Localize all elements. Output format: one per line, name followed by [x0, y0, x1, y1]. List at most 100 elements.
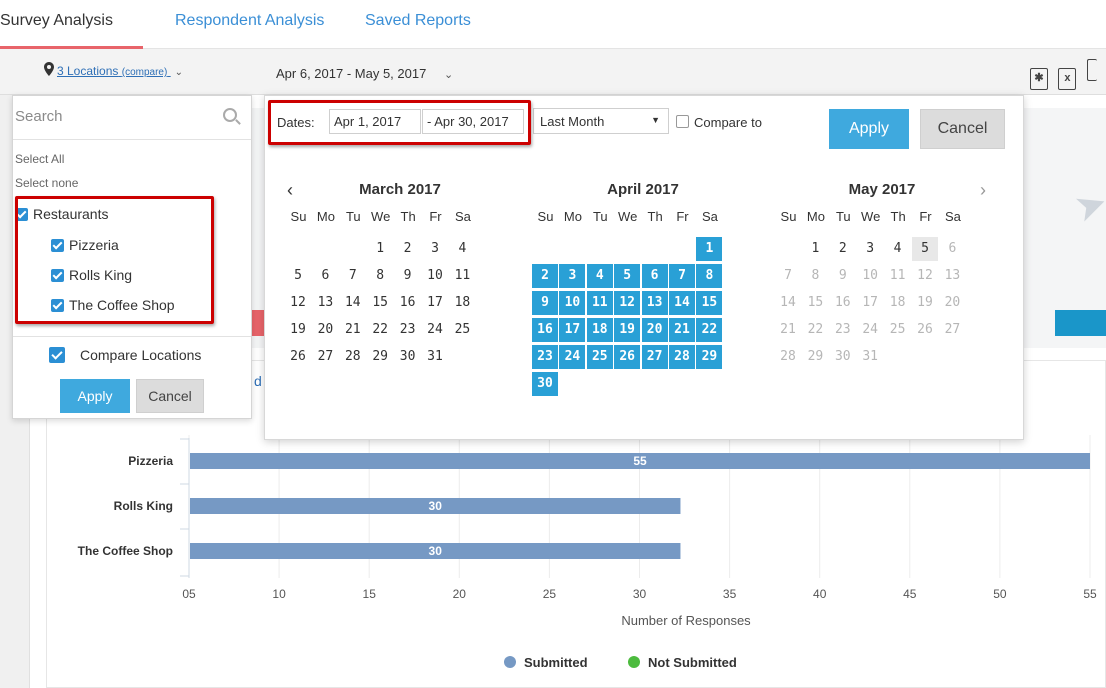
calendar-day[interactable]: 10 [427, 268, 443, 283]
calendar-day[interactable]: 6 [641, 264, 668, 288]
calendar-day[interactable]: 5 [912, 237, 938, 261]
legend-not-submitted[interactable]: Not Submitted [628, 655, 737, 670]
calendar-day[interactable]: 28 [780, 349, 796, 364]
calendar-day[interactable]: 13 [317, 295, 334, 310]
prev-month-icon[interactable]: ‹ [287, 180, 293, 200]
calendar-day[interactable]: 15 [807, 295, 824, 310]
print-icon[interactable] [1086, 59, 1097, 81]
calendar-day[interactable]: 13 [641, 291, 668, 315]
calendar-day[interactable]: 3 [866, 241, 875, 256]
calendar-day[interactable]: 22 [696, 318, 723, 342]
calendar-day[interactable]: 10 [862, 268, 879, 283]
select-all-link[interactable]: Select All [15, 152, 65, 166]
calendar-day[interactable]: 26 [917, 322, 933, 337]
checkbox-coffee-shop[interactable] [51, 299, 64, 312]
calendar-day[interactable]: 29 [372, 349, 389, 364]
calendar-day[interactable]: 1 [696, 237, 723, 261]
location-item-coffee-shop[interactable]: The Coffee Shop [69, 297, 175, 313]
calendar-day[interactable]: 12 [290, 295, 306, 310]
calendar-day[interactable]: 5 [614, 264, 641, 288]
calendar-day[interactable]: 8 [696, 264, 723, 288]
calendar-day[interactable]: 4 [458, 241, 467, 256]
calendar-day[interactable]: 2 [838, 241, 847, 256]
calendar-day[interactable]: 7 [348, 268, 357, 283]
calendar-day[interactable]: 31 [862, 349, 879, 364]
calendar-day[interactable]: 24 [559, 345, 586, 369]
calendar-day[interactable]: 7 [669, 264, 695, 288]
next-month-icon[interactable]: › [980, 180, 986, 200]
location-group-restaurants[interactable]: Restaurants [33, 206, 109, 222]
date-range-dropdown[interactable]: Apr 6, 2017 - May 5, 2017 ⌄ [276, 66, 453, 81]
calendar-day[interactable]: 19 [290, 322, 306, 337]
calendar-day[interactable]: 1 [811, 241, 820, 256]
calendar-day[interactable]: 26 [290, 349, 306, 364]
calendar-day[interactable]: 8 [811, 268, 820, 283]
calendar-day[interactable]: 9 [838, 268, 847, 283]
calendar-day[interactable]: 6 [321, 268, 330, 283]
calendar-day[interactable]: 4 [893, 241, 902, 256]
checkbox-restaurants[interactable] [15, 208, 28, 221]
calendar-day[interactable]: 29 [696, 345, 723, 369]
calendar-day[interactable]: 30 [399, 349, 416, 364]
calendar-day[interactable]: 20 [944, 295, 961, 310]
calendar-day[interactable]: 15 [696, 291, 723, 315]
calendar-day[interactable]: 23 [834, 322, 851, 337]
calendar-day[interactable]: 14 [669, 291, 695, 315]
tab-saved-reports[interactable]: Saved Reports [365, 12, 471, 29]
calendar-day[interactable]: 25 [889, 322, 906, 337]
calendar-day[interactable]: 30 [532, 372, 558, 396]
calendar-day[interactable]: 12 [917, 268, 933, 283]
start-date-input[interactable] [329, 109, 421, 134]
calendar-day[interactable]: 22 [372, 322, 389, 337]
calendar-day[interactable]: 3 [559, 264, 586, 288]
calendar-day[interactable]: 1 [376, 241, 385, 256]
calendar-day[interactable]: 11 [889, 268, 906, 283]
calendar-day[interactable]: 2 [403, 241, 412, 256]
location-search-input[interactable] [15, 108, 215, 125]
calendar-day[interactable]: 12 [614, 291, 641, 315]
calendar-day[interactable]: 18 [454, 295, 471, 310]
calendar-day[interactable]: 21 [344, 322, 361, 337]
calendar-day[interactable]: 20 [317, 322, 334, 337]
calendar-day[interactable]: 16 [399, 295, 416, 310]
calendar-day[interactable]: 11 [586, 291, 613, 315]
calendar-day[interactable]: 28 [669, 345, 695, 369]
calendar-day[interactable]: 13 [944, 268, 961, 283]
calendar-day[interactable]: 25 [586, 345, 613, 369]
calendar-day[interactable]: 17 [427, 295, 443, 310]
calendar-day[interactable]: 24 [862, 322, 879, 337]
calendar-day[interactable]: 18 [889, 295, 906, 310]
calendar-day[interactable]: 11 [454, 268, 471, 283]
calendar-day[interactable]: 8 [376, 268, 385, 283]
calendar-day[interactable]: 17 [559, 318, 586, 342]
compare-to-label[interactable]: Compare to [694, 115, 762, 130]
calendar-day[interactable]: 25 [454, 322, 471, 337]
calendar-day[interactable]: 9 [532, 291, 558, 315]
calendar-day[interactable]: 16 [834, 295, 851, 310]
locations-apply-button[interactable]: Apply [60, 379, 130, 413]
calendar-day[interactable]: 23 [532, 345, 558, 369]
calendar-day[interactable]: 5 [294, 268, 302, 283]
date-cancel-button[interactable]: Cancel [920, 109, 1005, 149]
calendar-day[interactable]: 27 [944, 322, 961, 337]
compare-locations-label[interactable]: Compare Locations [80, 347, 202, 363]
tab-respondent-analysis[interactable]: Respondent Analysis [175, 12, 325, 29]
location-item-rolls-king[interactable]: Rolls King [69, 267, 133, 283]
location-item-pizzeria[interactable]: Pizzeria [69, 237, 119, 253]
calendar-day[interactable]: 29 [807, 349, 824, 364]
calendar-day[interactable]: 19 [917, 295, 933, 310]
calendar-day[interactable]: 30 [834, 349, 851, 364]
calendar-day[interactable]: 15 [372, 295, 389, 310]
checkbox-rolls-king[interactable] [51, 269, 64, 282]
calendar-day[interactable]: 14 [780, 295, 796, 310]
calendar-day[interactable]: 2 [532, 264, 558, 288]
date-preset-select[interactable]: Last Month ▼ [533, 108, 669, 134]
calendar-day[interactable]: 22 [807, 322, 824, 337]
compare-to-checkbox[interactable] [676, 115, 689, 128]
calendar-day[interactable]: 10 [559, 291, 586, 315]
calendar-day[interactable]: 27 [317, 349, 334, 364]
calendar-day[interactable]: 27 [641, 345, 668, 369]
search-icon[interactable] [223, 108, 237, 122]
calendar-day[interactable]: 16 [532, 318, 558, 342]
select-none-link[interactable]: Select none [15, 176, 79, 190]
